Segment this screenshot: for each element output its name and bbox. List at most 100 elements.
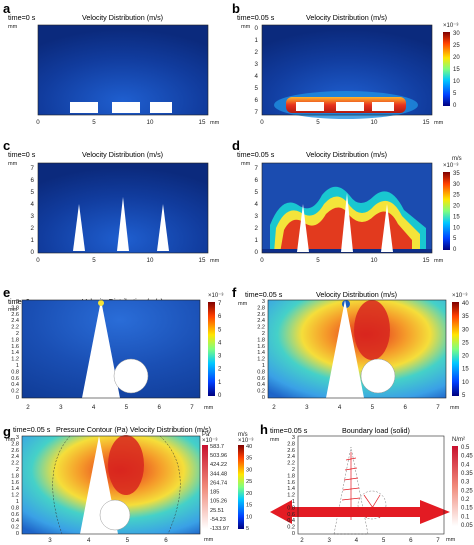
panel-g-colorbar-tick: 15 <box>246 503 252 509</box>
panel-c-frame <box>37 162 209 254</box>
panel-e-colorbar-tick: 3 <box>218 354 222 360</box>
panel-f-ytick: 0.4 <box>257 382 265 388</box>
panel-g-xtick: 4 <box>87 537 91 544</box>
panel-a-obstacle-3 <box>150 102 172 113</box>
panel-f-xtick: 3 <box>305 404 309 411</box>
panel-c-xtick: 0 <box>36 257 40 264</box>
panel-g-colorbar-tick: 35 <box>246 456 252 462</box>
panel-f-xticks: 2 3 4 5 6 7 <box>272 404 440 411</box>
panel-h-ytick: 1.2 <box>287 493 295 499</box>
panel-d-ytick: 7 <box>255 165 259 172</box>
panel-c-yticks: 0 1 2 3 4 5 6 7 <box>31 165 35 256</box>
panel-h-colorbar-tick: 0.05 <box>461 523 473 529</box>
panel-b-colorbar-tick: 0 <box>453 103 457 109</box>
panel-a-obstacle-1 <box>70 102 98 113</box>
panel-g-pa-colorbar-tick: 185 <box>210 490 219 496</box>
panel-g-colorbar-tick: 40 <box>246 444 252 450</box>
panel-f-ytick: 0.2 <box>257 389 265 395</box>
panel-g-x-unit: mm <box>204 537 214 543</box>
panel-d-ytick: 2 <box>255 225 259 232</box>
panel-h-colorbar-tick: 0.2 <box>461 497 470 503</box>
panel-b-colorbar-tick: 25 <box>453 43 460 49</box>
panel-c-xtick: 10 <box>147 257 154 264</box>
panel-c-ytick: 5 <box>31 189 35 196</box>
panel-h-y-unit: mm <box>270 437 280 443</box>
panel-c-cone-1 <box>73 204 85 251</box>
panel-f-particle <box>360 358 396 394</box>
panel-g-colorbar-ticks: 40 35 30 25 20 15 10 5 <box>246 444 252 532</box>
panel-b-colorbar-tick: 10 <box>453 79 460 85</box>
panel-h-ytick: 1.8 <box>287 473 295 479</box>
panel-b-y-unit: mm <box>241 24 251 30</box>
panel-h-xtick: 2 <box>300 537 304 544</box>
panel-h-ytick: 0.2 <box>287 525 295 531</box>
panel-d-time: time=0.05 s <box>237 150 275 159</box>
panel-d-ytick: 5 <box>255 189 259 196</box>
panel-h-colorbar-tick: 0.1 <box>461 514 470 520</box>
panel-g-y-unit: mm <box>6 437 16 443</box>
panel-d-ytick: 3 <box>255 213 259 220</box>
panel-b-title: Velocity Distribution (m/s) <box>306 13 387 22</box>
panel-h: h time=0.05 s Boundary load (solid) mm 3… <box>260 422 473 544</box>
panel-c-time: time=0 s <box>8 150 36 159</box>
panel-b-colorbar-tick: 5 <box>453 91 457 97</box>
panel-e-colorbar-tick: 4 <box>218 340 222 346</box>
panel-e-colorbar <box>208 302 215 396</box>
panel-g-pa-colorbar-tick: 25.51 <box>210 508 224 514</box>
panel-h-xtick: 4 <box>355 537 359 544</box>
panel-g-ytick: 0.2 <box>11 525 19 531</box>
panel-a-frame <box>37 24 209 116</box>
panel-label-b: b <box>232 1 240 16</box>
panel-g-ytick: 0.6 <box>11 512 19 518</box>
panel-g-pa-colorbar-tick: 583.7 <box>210 444 224 450</box>
panel-f-colorbar-ticks: 40 35 30 25 20 15 10 5 <box>462 301 469 399</box>
panel-b-colorbar-exponent: ×10⁻³ <box>443 23 458 29</box>
panel-h-yticks: 32.82.62.42.221.81.61.41.210.80.60.40.20 <box>287 435 295 537</box>
panel-g-colorbar <box>238 445 244 529</box>
panel-e-colorbar-ticks: 7 6 5 4 3 2 1 0 <box>218 301 222 399</box>
panel-g-ytick: 1 <box>16 499 19 505</box>
panel-b-xticks: 0 5 10 15 <box>260 119 430 126</box>
panel-f-ytick: 0.6 <box>257 376 265 382</box>
panel-f-colorbar-tick: 25 <box>462 340 469 346</box>
panel-h-load-arrow <box>344 467 358 471</box>
panel-f-colorbar-tick: 15 <box>462 367 469 373</box>
panel-f-ytick: 1.4 <box>257 350 265 356</box>
panel-f-ytick: 2.2 <box>257 325 265 331</box>
panel-b-colorbar-tick: 30 <box>453 31 460 37</box>
panel-c-cone-3 <box>157 204 169 251</box>
panel-label-e: e <box>3 285 10 300</box>
panel-b-ytick: 1 <box>255 37 259 44</box>
panel-b-colorbar-tick: 15 <box>453 67 460 73</box>
panel-g-pa-colorbar-tick: 424.22 <box>210 462 227 468</box>
panel-b-ytick: 2 <box>255 49 259 56</box>
panel-h-ytick: 1.6 <box>287 480 295 486</box>
panel-d-colorbar-tick: 35 <box>453 171 460 177</box>
panel-g-colorbar-tick: 30 <box>246 467 252 473</box>
panel-e-xtick: 6 <box>157 404 161 411</box>
panel-b-colorbar-ticks: 30 25 20 15 10 5 0 <box>453 31 460 109</box>
panel-e-ytick: 0.6 <box>11 376 19 382</box>
panel-a-y-unit: mm <box>8 24 18 30</box>
panel-g-ytick: 1.8 <box>11 473 19 479</box>
panel-g-ytick: 1.6 <box>11 480 19 486</box>
panel-g-jet <box>108 435 144 495</box>
panel-c-y-unit: mm <box>8 161 18 167</box>
panel-b-xtick: 15 <box>423 119 430 126</box>
panel-b-xtick: 5 <box>316 119 320 126</box>
panel-d-cone-1 <box>297 204 309 252</box>
panel-b-frame <box>261 24 433 116</box>
panel-c-ytick: 1 <box>31 237 35 244</box>
panel-h-frame <box>297 435 445 535</box>
panel-g-ytick: 1.2 <box>11 493 19 499</box>
panel-c-title: Velocity Distribution (m/s) <box>82 150 163 159</box>
panel-b-obstacle-2 <box>336 102 364 111</box>
panel-h-load-arrow <box>343 477 359 481</box>
panel-d-colorbar-unit: m/s <box>452 156 462 162</box>
panel-d-colorbar-tick: 15 <box>453 214 460 220</box>
panel-h-colorbar-unit: N/m² <box>452 437 465 443</box>
panel-g-time: time=0.05 s <box>13 425 51 434</box>
panel-h-particle-outline <box>357 490 387 520</box>
panel-h-ytick: 2.8 <box>287 441 295 447</box>
